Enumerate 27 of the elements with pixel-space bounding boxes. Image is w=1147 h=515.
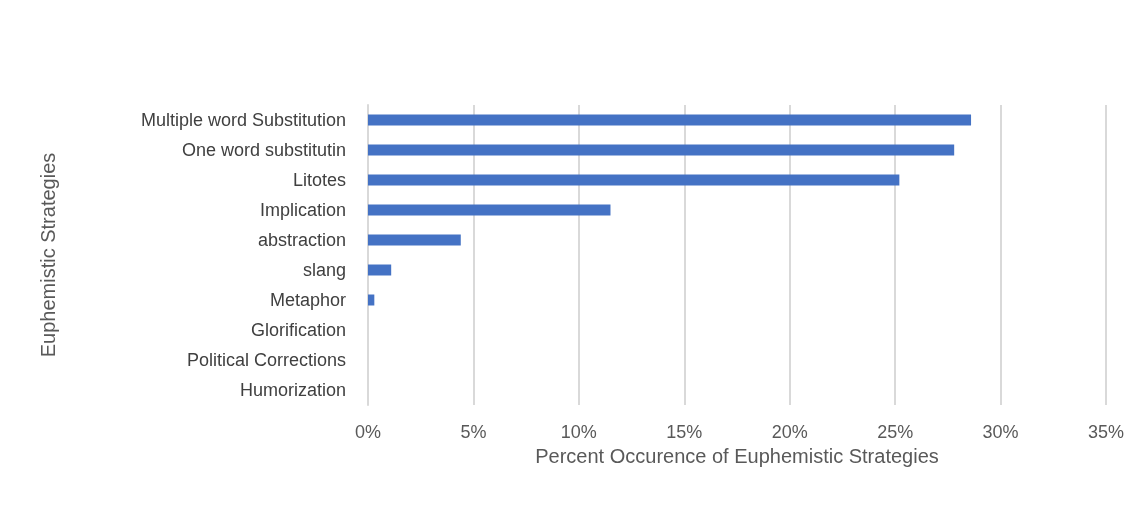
x-tick-label: 15% [666, 422, 703, 442]
bar [368, 294, 375, 306]
y-tick-label: slang [302, 260, 346, 280]
bar [368, 204, 611, 216]
x-tick-label: 25% [877, 422, 914, 442]
bar [368, 174, 900, 186]
y-axis-title: Euphemistic Strategies [37, 152, 59, 358]
x-tick-label: 5% [460, 422, 487, 442]
bar [368, 234, 461, 246]
y-tick-label: abstraction [257, 230, 346, 250]
y-tick-label: Glorification [250, 320, 346, 340]
y-tick-label: Litotes [292, 170, 346, 190]
y-tick-label: Multiple word Substitution [140, 110, 346, 130]
x-tick-label: 20% [771, 422, 808, 442]
x-tick-label: 0% [354, 422, 382, 442]
y-tick-label: Political Corrections [186, 350, 346, 370]
x-tick-label: 10% [560, 422, 597, 442]
bar [368, 114, 972, 126]
y-tick-label: Implication [259, 200, 346, 220]
y-tick-label: One word substitutin [181, 140, 346, 160]
bar [368, 144, 955, 156]
x-tick-label: 35% [1087, 422, 1125, 442]
bar [368, 264, 392, 276]
y-tick-label: Metaphor [269, 290, 346, 310]
x-tick-label: 30% [982, 422, 1019, 442]
x-axis-title: Percent Occurence of Euphemistic Strategies [535, 444, 939, 467]
y-tick-label: Humorization [239, 380, 346, 400]
